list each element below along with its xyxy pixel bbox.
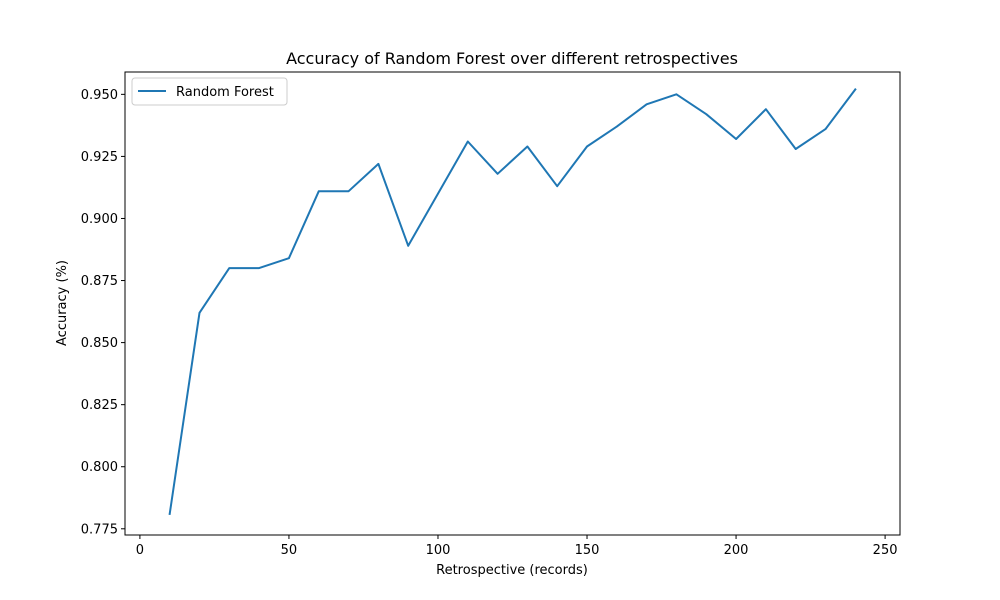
x-axis-ticks: 0 50 100 150 200 250 bbox=[136, 535, 898, 558]
data-point bbox=[198, 312, 201, 314]
data-point bbox=[347, 190, 350, 192]
data-point bbox=[258, 267, 260, 269]
data-point bbox=[735, 138, 737, 140]
plot-frame bbox=[124, 71, 901, 536]
series-group bbox=[168, 87, 857, 516]
y-tick-label: 0.950 bbox=[81, 88, 118, 103]
series-line-random-forest bbox=[168, 87, 857, 516]
chart-title: Accuracy of Random Forest over different… bbox=[286, 49, 738, 68]
data-point bbox=[765, 108, 767, 111]
data-point bbox=[466, 140, 469, 143]
y-tick-label: 0.875 bbox=[81, 274, 118, 289]
data-point bbox=[288, 257, 290, 259]
x-tick-label: 200 bbox=[724, 543, 749, 558]
data-point bbox=[168, 513, 171, 515]
y-tick-label: 0.800 bbox=[81, 460, 118, 475]
data-point bbox=[645, 103, 648, 106]
y-axis-title: Accuracy (%) bbox=[55, 260, 70, 346]
y-tick-label: 0.850 bbox=[81, 336, 118, 351]
data-point bbox=[616, 125, 618, 128]
y-tick-label: 0.925 bbox=[81, 150, 118, 165]
data-point bbox=[228, 267, 231, 269]
legend-label: Random Forest bbox=[176, 85, 274, 100]
data-point bbox=[526, 145, 529, 148]
data-point bbox=[556, 185, 559, 187]
legend-box bbox=[131, 77, 288, 106]
legend: Random Forest bbox=[131, 77, 288, 106]
data-point bbox=[437, 192, 439, 195]
y-axis-ticks: 0.775 0.800 0.825 0.850 0.875 0.900 0.925 0.950 bbox=[81, 88, 125, 537]
data-point bbox=[854, 88, 857, 91]
y-tick-label: 0.900 bbox=[81, 212, 118, 227]
x-tick-label: 100 bbox=[426, 543, 451, 558]
x-tick-label: 250 bbox=[873, 543, 898, 558]
data-point bbox=[705, 113, 708, 116]
y-tick-label: 0.775 bbox=[81, 522, 118, 537]
x-axis-title: Retrospective (records) bbox=[436, 563, 588, 578]
data-point bbox=[794, 148, 797, 150]
data-point bbox=[824, 128, 827, 130]
y-tick-label: 0.825 bbox=[81, 398, 118, 413]
data-point bbox=[675, 93, 678, 96]
x-tick-label: 150 bbox=[575, 543, 600, 558]
x-tick-label: 50 bbox=[281, 543, 298, 558]
data-point bbox=[377, 163, 380, 165]
data-point bbox=[317, 190, 320, 192]
x-tick-label: 0 bbox=[136, 543, 144, 558]
data-point bbox=[407, 244, 409, 247]
data-point bbox=[586, 145, 588, 148]
data-point bbox=[496, 172, 499, 175]
